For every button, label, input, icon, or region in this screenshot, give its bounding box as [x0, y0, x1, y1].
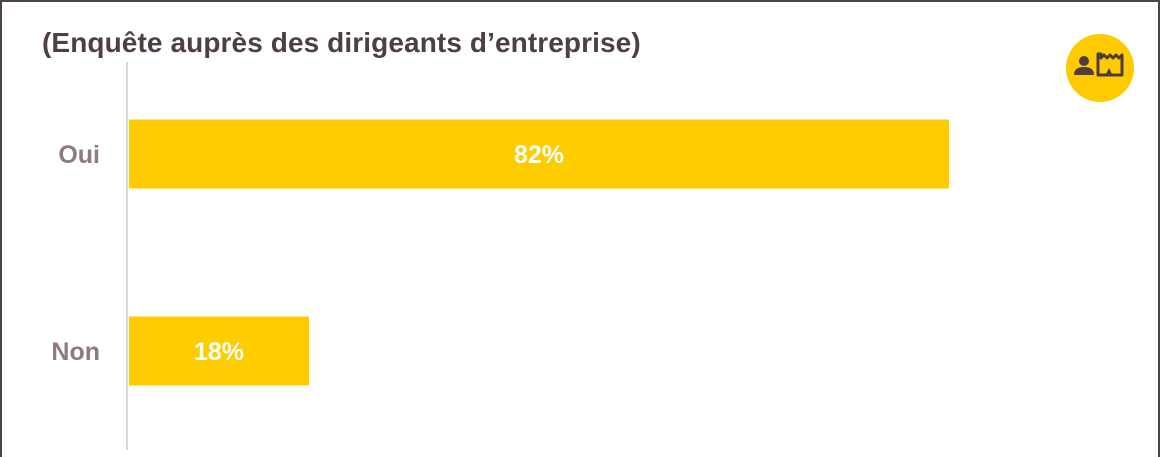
category-label: Oui — [58, 141, 100, 169]
data-label: 18% — [194, 338, 244, 366]
bar-non — [129, 316, 309, 386]
bar-oui — [129, 119, 949, 189]
category-label: Non — [51, 338, 100, 366]
data-label: 82% — [514, 141, 564, 169]
category-badge — [1066, 34, 1134, 102]
person-factory-icon — [1074, 52, 1124, 77]
chart-title: (Enquête auprès des dirigeants d’entrepr… — [42, 27, 641, 58]
